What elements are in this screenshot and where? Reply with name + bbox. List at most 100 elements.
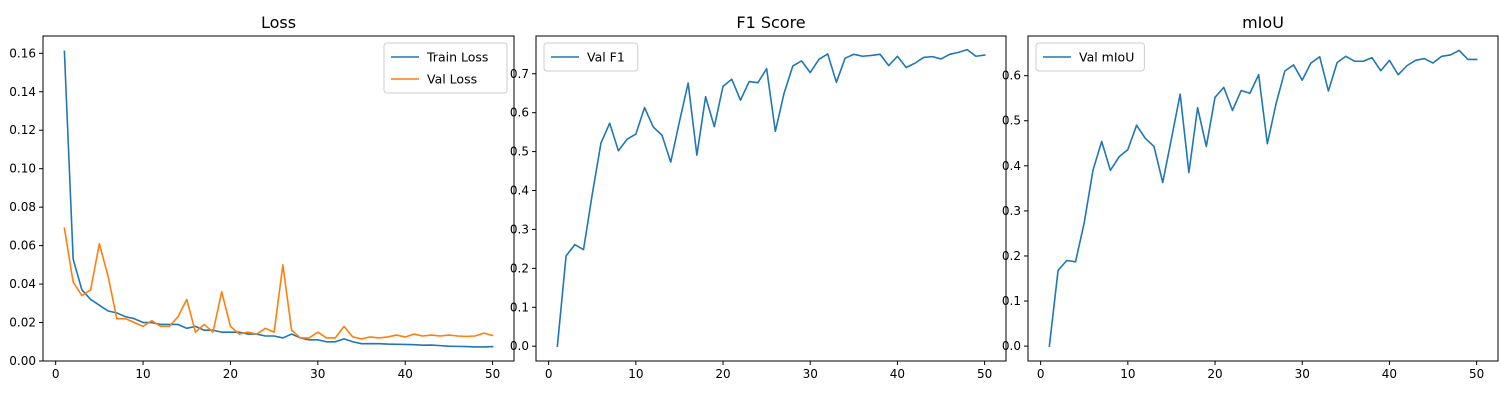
y-tick-label: 0.6 [1002, 69, 1021, 83]
series-line-1 [1048, 49, 1478, 348]
data-point [618, 150, 620, 152]
data-point [1092, 170, 1094, 172]
data-point [644, 107, 646, 109]
x-tick-label: 50 [977, 367, 992, 381]
data-point [923, 57, 925, 59]
data-point [422, 335, 424, 337]
data-point [766, 68, 768, 70]
data-point [1162, 182, 1164, 184]
data-point [1467, 59, 1469, 61]
y-tick-label: 0.00 [9, 354, 36, 368]
data-point [352, 341, 354, 343]
data-point [722, 85, 724, 87]
data-point [844, 57, 846, 59]
y-tick-label: 0.6 [510, 106, 529, 120]
x-tick-label: 50 [1469, 367, 1484, 381]
data-point [679, 121, 681, 123]
data-point [1206, 146, 1208, 148]
data-point [177, 316, 179, 318]
data-point [757, 82, 759, 84]
data-point [168, 326, 170, 328]
data-point [905, 67, 907, 69]
subplot-3: mIoU 0 10 20 30 40 50 0.0 0.1 0.2 0.3 0.4 0.5 0.6 Val … [1002, 13, 1499, 381]
data-point [1424, 58, 1426, 60]
series-line-1 [63, 50, 494, 348]
data-point [291, 329, 293, 331]
data-point [142, 322, 144, 324]
data-point [557, 345, 559, 347]
data-point [317, 339, 319, 341]
data-point [439, 335, 441, 337]
x-tick-label: 0 [52, 367, 60, 381]
data-point [1197, 107, 1199, 109]
data-point [862, 55, 864, 57]
data-point [1397, 74, 1399, 76]
x-tick-label: 30 [803, 367, 818, 381]
data-point [448, 345, 450, 347]
legend-label: Val mIoU [1079, 50, 1134, 65]
data-point [914, 62, 916, 64]
data-point [343, 326, 345, 328]
data-point [1441, 55, 1443, 57]
data-point [984, 54, 986, 56]
data-point [1144, 138, 1146, 140]
data-point [1345, 55, 1347, 57]
data-point [932, 56, 934, 58]
data-point [492, 335, 494, 337]
data-point [160, 326, 162, 328]
data-point [1406, 65, 1408, 67]
data-point [378, 337, 380, 339]
y-tick-label: 0.5 [510, 145, 529, 159]
legend-box [1035, 42, 1145, 72]
data-point [195, 331, 197, 333]
data-point [160, 324, 162, 326]
data-point [949, 53, 951, 55]
y-tick-label: 0.08 [9, 200, 36, 214]
x-tick-label: 20 [1207, 367, 1222, 381]
legend-label: Val F1 [587, 50, 625, 65]
data-point [256, 333, 258, 335]
axes-frame [42, 35, 515, 362]
data-point [151, 320, 153, 322]
data-point [1153, 146, 1155, 148]
data-point [1249, 92, 1251, 94]
data-point [99, 243, 101, 245]
y-tick-label: 0.0 [1002, 339, 1021, 353]
y-tick-label: 0.16 [9, 46, 36, 60]
x-tick-label: 20 [715, 367, 730, 381]
data-point [714, 126, 716, 128]
data-point [343, 338, 345, 340]
data-point [466, 346, 468, 348]
data-point [326, 341, 328, 343]
data-point [230, 331, 232, 333]
legend-label: Val Loss [427, 72, 477, 87]
data-point [474, 335, 476, 337]
data-point [1127, 149, 1129, 151]
x-tick-label: 20 [223, 367, 238, 381]
data-point [247, 331, 249, 333]
data-point [1380, 70, 1382, 72]
data-point [369, 336, 371, 338]
data-point [90, 289, 92, 291]
data-point [1223, 87, 1225, 89]
data-point [888, 65, 890, 67]
data-point [186, 328, 188, 330]
y-tick-label: 0.0 [510, 339, 529, 353]
data-point [1328, 90, 1330, 92]
legend-box [543, 42, 639, 72]
data-point [1179, 93, 1181, 95]
y-tick-label: 0.14 [9, 85, 36, 99]
axes-frame [1027, 35, 1499, 362]
data-point [1354, 60, 1356, 62]
y-tick-label: 0.7 [510, 67, 529, 81]
data-point [378, 343, 380, 345]
x-tick-label: 0 [1037, 367, 1045, 381]
data-point [142, 326, 144, 328]
y-tick-label: 0.1 [1002, 294, 1021, 308]
data-point [107, 310, 109, 312]
data-point [1101, 141, 1103, 143]
data-point [221, 291, 223, 293]
